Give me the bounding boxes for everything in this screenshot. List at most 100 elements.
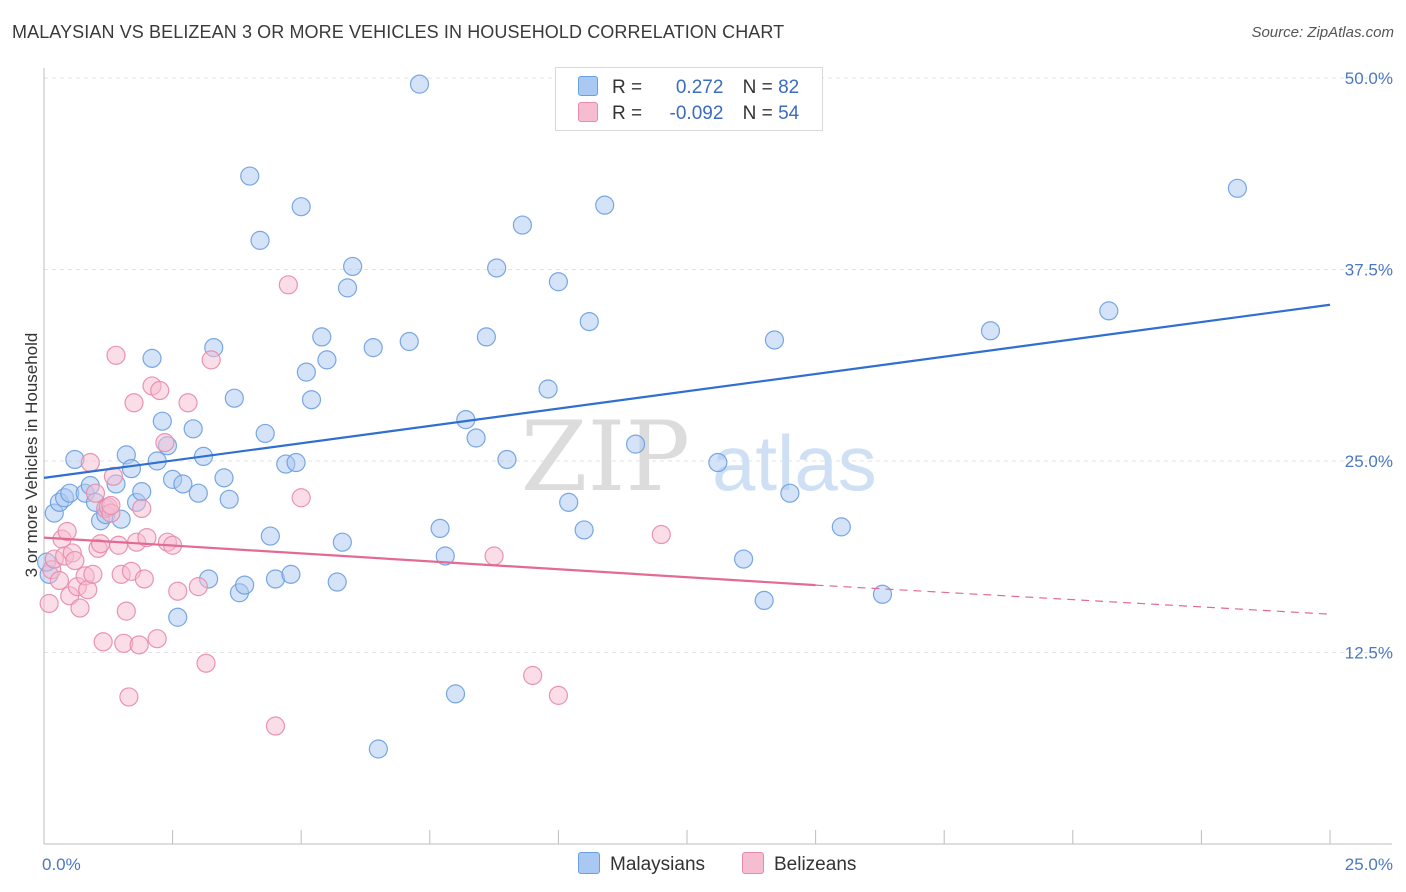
legend-label-belizeans: Belizeans	[774, 854, 857, 875]
legend-swatch-malaysians	[578, 852, 600, 874]
point-belizeans-53	[548, 685, 569, 705]
point-malaysians-78	[1099, 301, 1119, 321]
point-belizeans-38	[147, 629, 167, 649]
point-malaysians-29	[219, 489, 239, 509]
point-belizeans-16	[85, 483, 106, 503]
point-belizeans-45	[188, 577, 208, 597]
point-malaysians-75	[831, 517, 851, 537]
point-malaysians-63	[538, 379, 558, 399]
point-belizeans-18	[90, 534, 111, 554]
legend-swatch-malaysians	[578, 76, 598, 96]
point-malaysians-32	[235, 575, 255, 595]
point-malaysians-44	[312, 327, 332, 347]
point-malaysians-13	[121, 459, 142, 479]
legend-row-belizeans: R = -0.092 N = 54	[578, 102, 799, 126]
trend-lines	[43, 303, 1331, 615]
legend-swatch-belizeans	[742, 852, 764, 874]
point-malaysians-54	[430, 518, 450, 539]
point-belizeans-19	[93, 632, 113, 652]
point-belizeans-51	[484, 546, 504, 566]
legend-n-label: N =	[742, 77, 773, 98]
legend-r-value: -0.092	[669, 103, 724, 124]
point-malaysians-33	[240, 166, 260, 186]
point-malaysians-43	[301, 390, 322, 410]
point-malaysians-69	[625, 434, 646, 454]
point-belizeans-52	[523, 665, 543, 686]
legend-row-malaysians: R = 0.272 N = 82	[578, 76, 799, 100]
watermark-zip: ZIP	[521, 401, 690, 513]
point-belizeans-50	[291, 488, 311, 508]
point-malaysians-22	[173, 474, 193, 494]
point-malaysians-56	[445, 684, 466, 704]
point-belizeans-23	[103, 466, 124, 486]
point-belizeans-49	[278, 275, 298, 295]
chart-title: MALAYSIAN VS BELIZEAN 3 OR MORE VEHICLES…	[12, 22, 785, 42]
point-belizeans-3	[49, 570, 70, 591]
legend-r-value: 0.272	[675, 77, 724, 98]
point-malaysians-45	[317, 350, 337, 370]
point-malaysians-77	[980, 321, 1001, 341]
point-malaysians-4	[65, 449, 85, 470]
point-malaysians-30	[224, 388, 244, 408]
legend-n-label: N =	[742, 103, 773, 124]
y-axis-label: 3 or more Vehicles in Household	[22, 333, 41, 578]
point-belizeans-35	[134, 569, 154, 589]
point-malaysians-70	[708, 452, 728, 473]
point-belizeans-36	[137, 527, 157, 548]
point-malaysians-47	[332, 532, 352, 552]
point-malaysians-60	[487, 258, 507, 278]
tick-labels: 12.5% 25.0% 37.5% 50.0% 0.0% 25.0%	[42, 69, 1393, 874]
point-belizeans-31	[124, 393, 144, 413]
legend-item-belizeans: Belizeans	[742, 852, 856, 876]
point-belizeans-46	[196, 653, 216, 673]
point-belizeans-11	[70, 598, 90, 618]
point-belizeans-24	[106, 345, 126, 365]
point-belizeans-9	[65, 550, 85, 571]
y-tick-label-3: 50.0%	[1345, 69, 1393, 88]
point-malaysians-23	[183, 419, 203, 439]
point-malaysians-71	[733, 549, 754, 569]
point-malaysians-28	[214, 468, 234, 488]
point-malaysians-58	[466, 428, 486, 448]
point-belizeans-44	[178, 393, 198, 413]
trend-line-belizeans-extension	[815, 584, 1331, 615]
point-belizeans-47	[201, 350, 221, 370]
point-belizeans-43	[168, 581, 188, 601]
point-malaysians-76	[872, 584, 893, 604]
point-malaysians-73	[764, 330, 785, 350]
point-malaysians-40	[286, 452, 306, 473]
point-malaysians-66	[574, 520, 594, 540]
point-malaysians-61	[497, 449, 517, 470]
point-malaysians-53	[409, 74, 430, 94]
axes	[43, 68, 1392, 845]
y-tick-label-1: 25.0%	[1345, 452, 1393, 471]
point-malaysians-74	[780, 483, 800, 503]
source-label: Source: ZipAtlas.com	[1251, 24, 1394, 41]
point-belizeans-34	[132, 498, 152, 519]
correlation-legend: R = 0.272 N = 82 R = -0.092 N = 54	[555, 67, 823, 131]
series-malaysians	[36, 74, 1248, 759]
y-tick-label-0: 12.5%	[1345, 644, 1393, 663]
point-malaysians-36	[260, 526, 280, 546]
point-malaysians-24	[188, 483, 208, 503]
legend-n-value: 54	[778, 103, 800, 124]
point-malaysians-16	[142, 348, 162, 368]
point-malaysians-41	[291, 197, 311, 217]
point-malaysians-51	[368, 739, 388, 759]
x-tick-label-0: 0.0%	[42, 855, 81, 874]
grid-lines	[44, 77, 1390, 653]
point-malaysians-34	[250, 230, 270, 250]
point-belizeans-40	[155, 433, 175, 453]
point-malaysians-49	[343, 256, 363, 277]
point-belizeans-28	[116, 601, 136, 621]
point-malaysians-50	[363, 338, 383, 358]
point-belizeans-55	[101, 495, 121, 516]
point-malaysians-55	[435, 546, 455, 566]
legend-r-label: R =	[612, 77, 643, 98]
point-malaysians-64	[548, 272, 569, 292]
point-malaysians-21	[168, 607, 188, 627]
point-belizeans-14	[80, 452, 100, 473]
point-malaysians-62	[512, 215, 532, 235]
point-malaysians-48	[337, 278, 358, 298]
